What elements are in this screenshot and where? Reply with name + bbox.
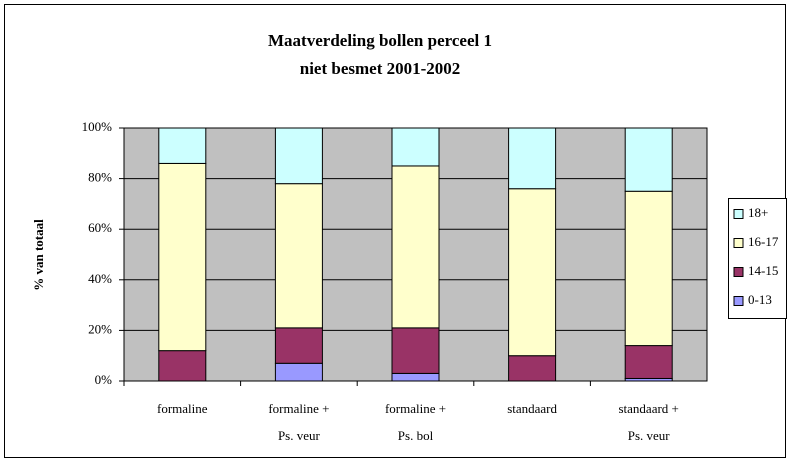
legend-label: 14-15 xyxy=(748,263,778,278)
bar-segment xyxy=(508,127,557,190)
y-tick-label: 20% xyxy=(88,321,112,336)
bar-segment xyxy=(391,327,440,374)
x-tick-label: formaline xyxy=(157,401,208,416)
x-tick-label: Ps. veur xyxy=(628,428,671,443)
y-tick-label: 100% xyxy=(82,119,113,134)
x-tick-label: standaard xyxy=(507,401,557,416)
bar-segment xyxy=(158,350,207,382)
bar-segment xyxy=(508,355,557,382)
bar-segment xyxy=(624,190,673,347)
legend-swatch xyxy=(733,296,744,306)
y-tick-label: 0% xyxy=(95,372,113,387)
legend-swatch xyxy=(733,267,744,277)
chart-title: niet besmet 2001-2002 xyxy=(300,59,461,78)
legend-label: 18+ xyxy=(748,205,768,220)
bar-segment xyxy=(274,362,323,382)
x-tick-label: formaline + xyxy=(268,401,329,416)
y-tick-label: 80% xyxy=(88,170,112,185)
x-tick-label: Ps. bol xyxy=(398,428,434,443)
legend-label: 0-13 xyxy=(748,292,772,307)
y-tick-label: 40% xyxy=(88,271,112,286)
bar-segment xyxy=(508,188,557,357)
bar-segment xyxy=(158,127,207,164)
legend-swatch xyxy=(733,209,744,219)
bar-segment xyxy=(274,127,323,185)
chart-title: Maatverdeling bollen perceel 1 xyxy=(268,31,492,50)
y-tick-label: 60% xyxy=(88,220,112,235)
bar-segment xyxy=(274,327,323,364)
legend-label: 16-17 xyxy=(748,234,779,249)
x-tick-label: Ps. veur xyxy=(278,428,321,443)
x-tick-label: formaline + xyxy=(385,401,446,416)
bar-segment xyxy=(391,372,440,382)
bar-segment xyxy=(624,345,673,379)
bar-segment xyxy=(158,162,207,352)
bar-segment xyxy=(391,165,440,329)
x-tick-label: standaard + xyxy=(618,401,678,416)
bar-segment xyxy=(274,183,323,329)
y-axis-label: % van totaal xyxy=(31,219,46,291)
bar-segment xyxy=(391,127,440,167)
bar-segment xyxy=(624,127,673,192)
legend-swatch xyxy=(733,238,744,248)
